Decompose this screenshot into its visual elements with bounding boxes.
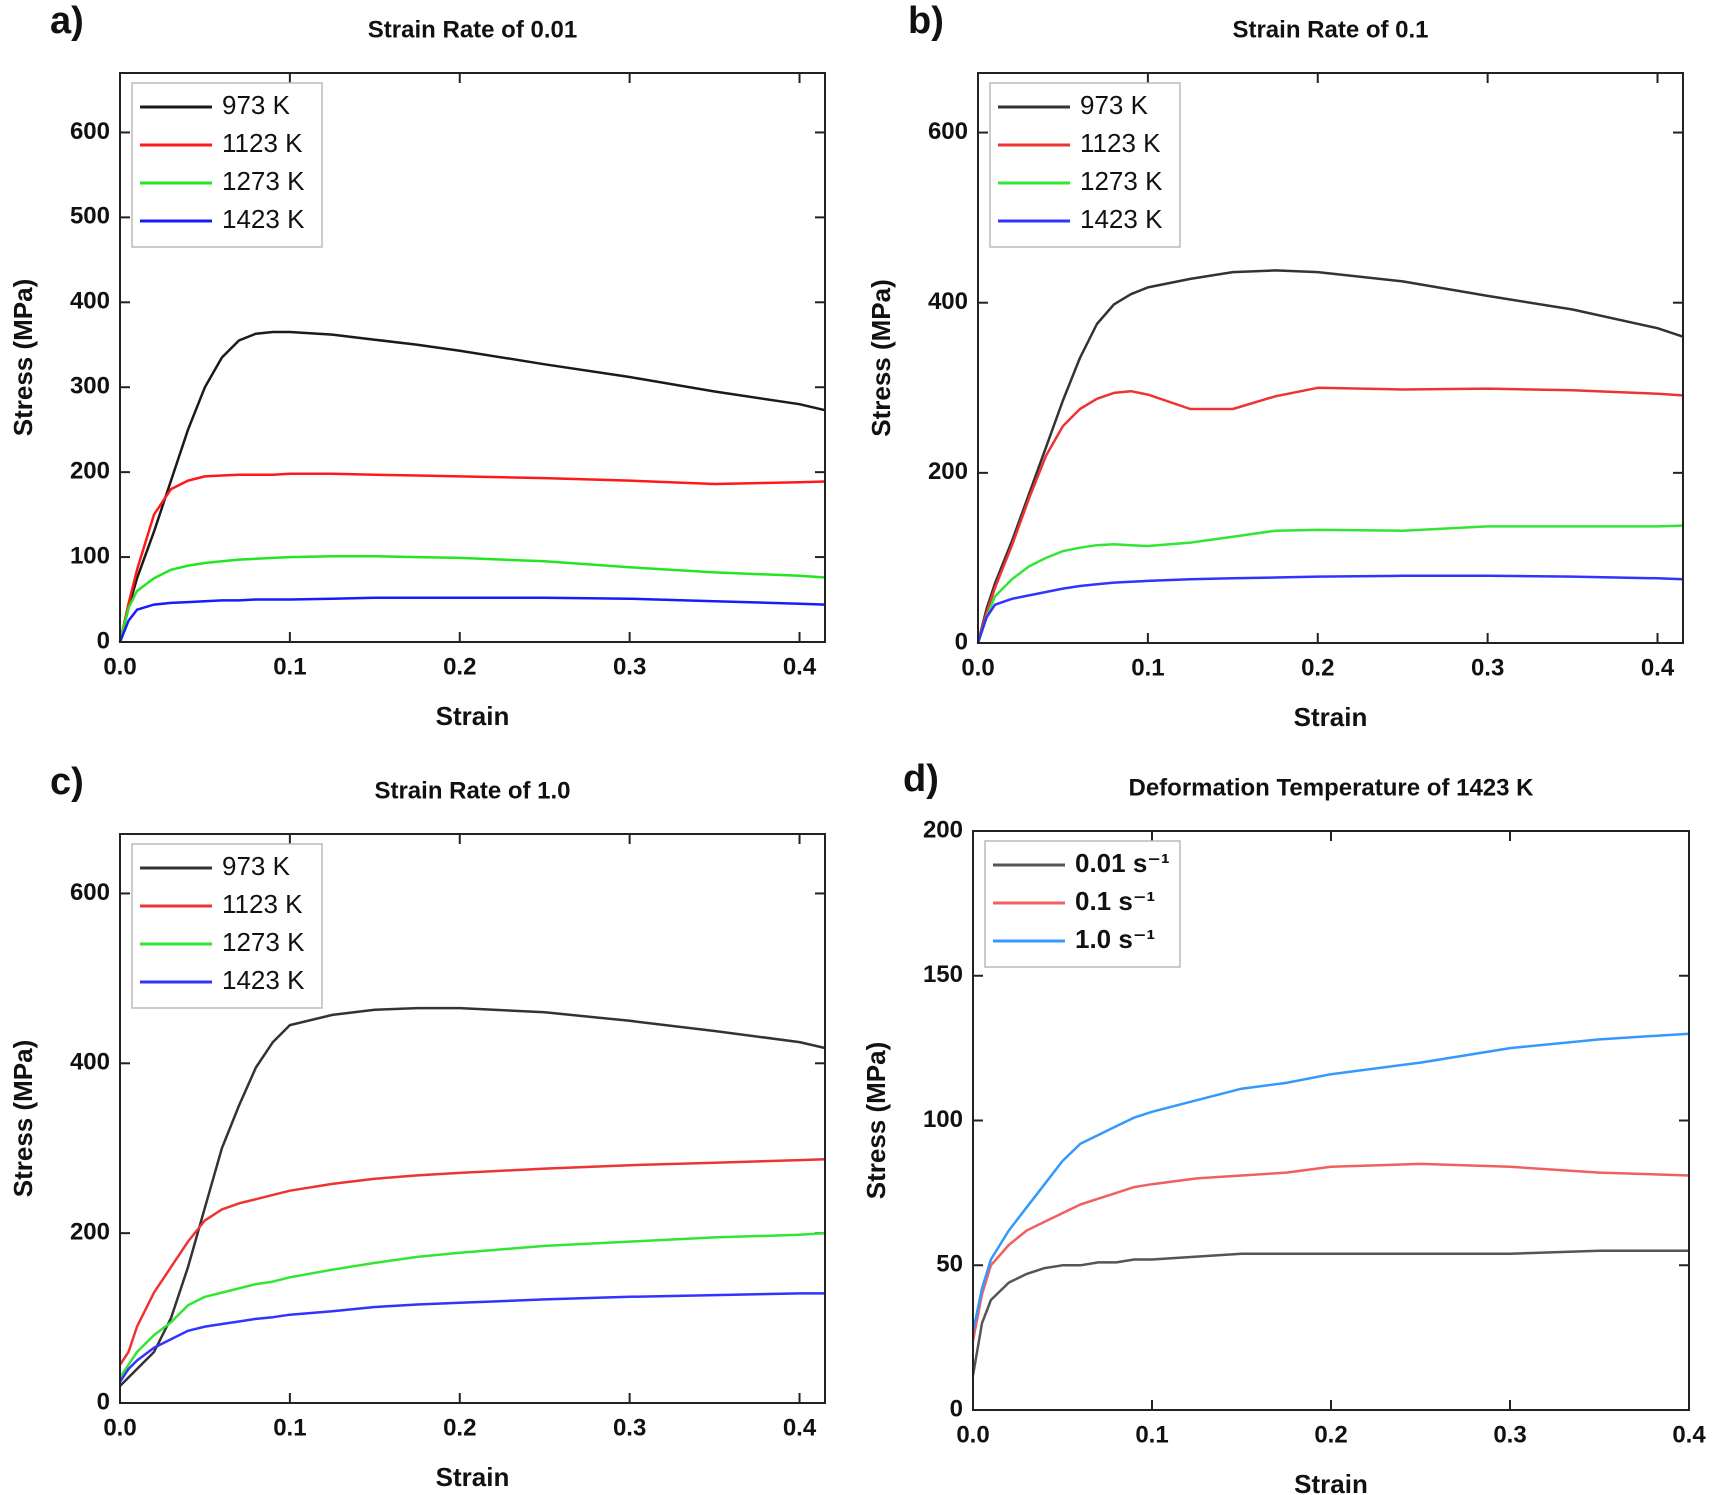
legend-label: 1273 K [1080,166,1163,196]
y-tick-label: 50 [936,1251,963,1278]
x-tick-label: 0.3 [1493,1421,1526,1448]
data-line [976,574,1684,644]
y-axis-label: Stress (MPa) [861,1042,891,1200]
data-line [118,596,826,643]
x-tick-label: 0.4 [783,1414,817,1441]
legend-label: 1273 K [222,166,305,196]
y-tick-label: 300 [70,373,110,400]
legend-label: 1123 K [1080,128,1161,158]
legend-label: 973 K [222,90,291,120]
panel-label: d) [903,758,939,800]
y-tick-label: 0 [950,1395,963,1422]
panel-label: a) [50,0,84,42]
y-tick-label: 100 [70,542,110,569]
legend-label: 1423 K [222,965,305,995]
x-tick-label: 0.0 [103,653,136,680]
y-tick-label: 600 [70,879,110,906]
x-tick-label: 0.0 [961,654,994,681]
y-axis-label: Stress (MPa) [8,279,38,437]
y-tick-label: 400 [928,288,968,315]
y-tick-label: 200 [70,1218,110,1245]
chart-title: Strain Rate of 0.1 [1232,16,1428,43]
y-tick-label: 200 [70,457,110,484]
panel-label: c) [50,761,84,803]
x-tick-label: 0.4 [1672,1421,1706,1448]
y-tick-label: 400 [70,288,110,315]
x-tick-label: 0.0 [103,1414,136,1441]
y-tick-label: 0 [97,1388,110,1415]
chart-title: Deformation Temperature of 1423 K [1129,774,1535,801]
data-line [118,554,826,643]
data-line [976,386,1684,644]
y-axis-label: Stress (MPa) [8,1040,38,1198]
y-tick-label: 600 [928,118,968,145]
y-tick-label: 100 [923,1106,963,1133]
data-line [118,472,826,643]
x-tick-label: 0.1 [273,1414,306,1441]
x-tick-label: 0.2 [443,1414,476,1441]
legend-label: 1273 K [222,927,305,957]
x-tick-label: 0.2 [1301,654,1334,681]
x-axis-label: Strain [436,1462,510,1492]
plot-frame [977,72,1684,644]
plot-frame [119,72,826,643]
legend-label: 0.01 s⁻¹ [1075,848,1170,878]
legend-label: 973 K [1080,90,1149,120]
data-line [971,1162,1690,1341]
legend-label: 1423 K [1080,204,1163,234]
x-tick-label: 0.3 [613,1414,646,1441]
legend-label: 1423 K [222,204,305,234]
y-tick-label: 400 [70,1049,110,1076]
legend-label: 0.1 s⁻¹ [1075,886,1155,916]
data-line [971,1032,1690,1333]
y-tick-label: 0 [955,628,968,655]
chart-title: Strain Rate of 1.0 [374,777,570,804]
x-tick-label: 0.2 [1314,1421,1347,1448]
x-tick-label: 0.1 [273,653,306,680]
x-tick-label: 0.2 [443,653,476,680]
data-line [971,1249,1689,1376]
chart-title: Strain Rate of 0.01 [368,16,577,43]
x-tick-label: 0.4 [1641,654,1675,681]
x-tick-label: 0.4 [783,653,817,680]
x-tick-label: 0.3 [613,653,646,680]
y-tick-label: 200 [928,458,968,485]
legend-label: 1.0 s⁻¹ [1075,924,1155,954]
x-axis-label: Strain [1294,702,1368,732]
plot-frame [972,830,1690,1411]
legend-label: 1123 K [222,128,303,158]
legend-label: 973 K [222,851,291,881]
y-tick-label: 500 [70,203,110,230]
data-line [118,1158,826,1366]
legend-label: 1123 K [222,889,303,919]
panel-label: b) [908,0,944,42]
data-line [976,524,1684,644]
data-line [976,269,1684,644]
y-tick-label: 200 [923,816,963,843]
data-line [119,1006,826,1387]
plot-frame [119,833,826,1404]
y-tick-label: 150 [923,961,963,988]
x-tick-label: 0.1 [1131,654,1164,681]
data-line [118,1231,826,1379]
x-tick-label: 0.1 [1135,1421,1168,1448]
y-tick-label: 0 [97,627,110,654]
y-axis-label: Stress (MPa) [866,279,896,437]
data-line [118,1292,825,1383]
x-axis-label: Strain [1294,1469,1368,1495]
data-line [118,330,826,643]
x-tick-label: 0.3 [1471,654,1504,681]
x-tick-label: 0.0 [956,1421,989,1448]
y-tick-label: 600 [70,118,110,145]
x-axis-label: Strain [436,701,510,731]
